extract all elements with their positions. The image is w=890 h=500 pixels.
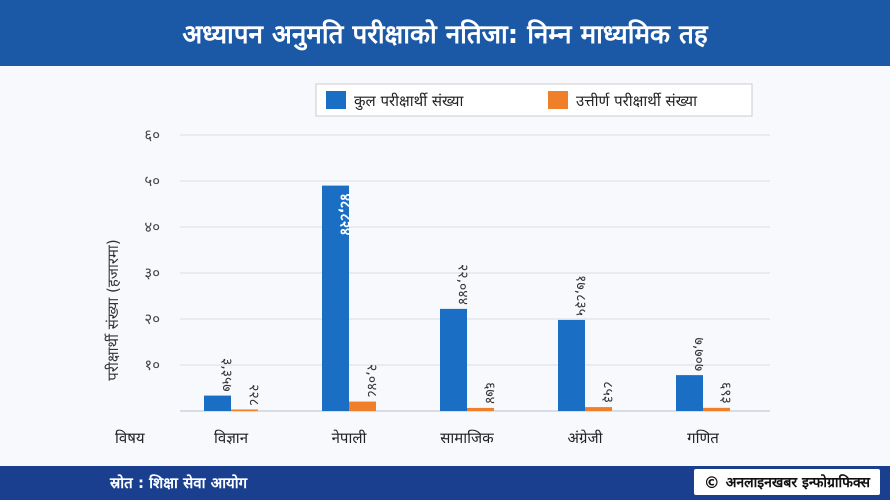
bar-total: [558, 319, 585, 411]
page-title: अध्यापन अनुमति परीक्षाको नतिजा: निम्न मा…: [182, 20, 708, 50]
data-label-passed: ६७४: [482, 382, 498, 404]
x-tick-label: विज्ञान: [214, 429, 249, 447]
data-label-passed: २२८: [246, 384, 262, 406]
copyright-icon: ©: [703, 472, 720, 492]
data-label-total: ३,३५७: [219, 358, 235, 392]
data-label-total: १७,८३५: [573, 275, 589, 316]
credit-badge: © अनलाइनखबर इन्फोग्राफिक्स: [693, 469, 880, 495]
source-note: स्रोत : शिक्षा सेवा आयोग: [110, 474, 248, 492]
y-axis-label: परीक्षार्थी संख्या (हजारमा): [104, 239, 122, 380]
gridlines: [180, 134, 770, 412]
y-tick-label: ४०: [144, 218, 160, 236]
data-label-passed: ६९३: [718, 382, 734, 404]
data-label-total: २२,०४४: [455, 264, 471, 305]
data-label-passed: ८५३: [600, 381, 616, 403]
bar-passed: [703, 407, 730, 411]
x-tick-label: गणित: [687, 429, 719, 447]
data-label-total: ४८,८२४: [337, 194, 353, 236]
y-tick-label: २०: [144, 310, 160, 328]
legend-box: [315, 83, 753, 117]
legend-swatch-passed: [548, 91, 568, 109]
footer-bar: स्रोत : शिक्षा सेवा आयोग © अनलाइनखबर इन्…: [0, 466, 890, 500]
bars: ३,३५७ २२८ ४८,८२४ २,०४८ २२,०४४ ६७४ १७,८३५ ८५३ ७,७…: [204, 185, 734, 411]
data-label-passed: २,०४८: [364, 364, 380, 398]
bar-passed: [467, 407, 494, 411]
header-banner: अध्यापन अनुमति परीक्षाको नतिजा: निम्न मा…: [0, 0, 890, 66]
y-tick-label: ५०: [144, 172, 160, 190]
x-tick-label: नेपाली: [332, 429, 368, 447]
bar-passed: [585, 407, 612, 411]
x-tick-labels: विज्ञान नेपाली सामाजिक अंग्रेजी गणित: [214, 429, 719, 447]
credit-text: अनलाइनखबर इन्फोग्राफिक्स: [725, 474, 870, 491]
bar-passed: [231, 409, 258, 411]
legend-swatch-total: [326, 91, 346, 109]
legend-label-total: कुल परीक्षार्थी संख्या: [354, 92, 464, 111]
bar-total: [440, 308, 467, 411]
bar-chart: १० २० ३० ४० ५० ६० ३,३५७ २२८ ४८,८२४ २,०४८ २२,०४४ ६७…: [104, 83, 770, 447]
y-tick-label: ३०: [144, 264, 160, 282]
legend-label-passed: उत्तीर्ण परीक्षार्थी संख्या: [576, 92, 698, 110]
bar-total: [204, 395, 231, 411]
y-tick-label: ६०: [144, 126, 160, 144]
x-tick-label: सामाजिक: [440, 429, 494, 447]
bar-total: [322, 185, 349, 411]
data-label-total: ७,७०७: [691, 338, 707, 372]
y-tick-labels: १० २० ३० ४० ५० ६०: [144, 126, 160, 374]
x-axis-label: विषय: [115, 429, 145, 447]
y-tick-label: १०: [144, 356, 160, 374]
bar-total: [676, 375, 703, 411]
bar-passed: [349, 401, 376, 411]
legend: कुल परीक्षार्थी संख्या उत्तीर्ण परीक्षार…: [315, 83, 753, 117]
x-tick-label: अंग्रेजी: [568, 429, 604, 447]
